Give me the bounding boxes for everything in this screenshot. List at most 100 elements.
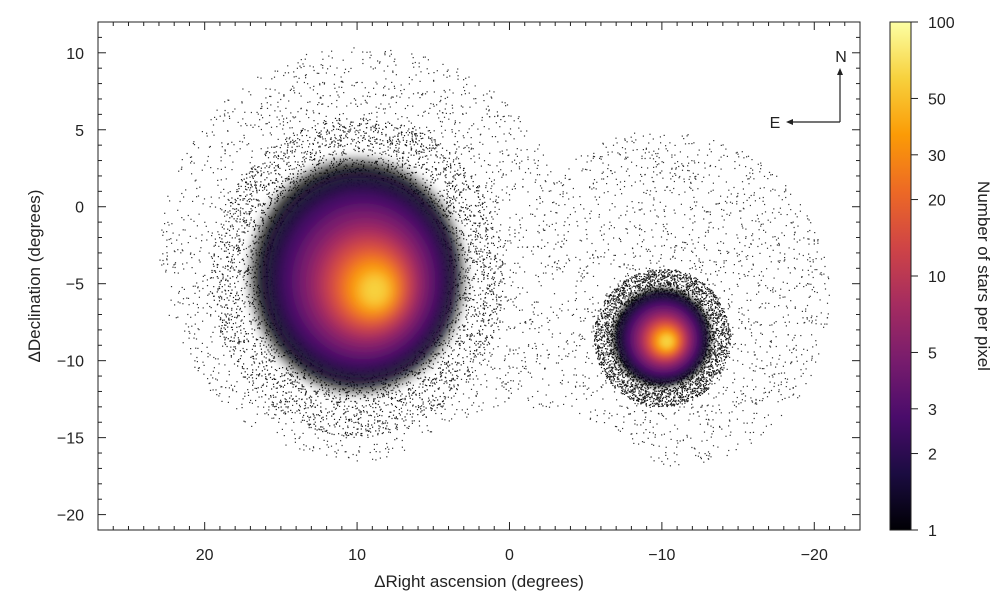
star-point xyxy=(819,299,821,301)
star-point xyxy=(220,386,222,388)
star-point xyxy=(606,332,608,334)
star-point xyxy=(692,172,694,174)
star-point xyxy=(563,403,565,405)
star-point xyxy=(785,196,787,199)
star-point xyxy=(386,446,389,448)
star-point xyxy=(467,381,470,383)
star-point xyxy=(286,122,289,124)
star-point xyxy=(394,439,396,441)
star-point xyxy=(658,457,660,459)
star-point xyxy=(260,114,262,116)
star-point xyxy=(460,153,463,155)
star-point xyxy=(384,108,386,110)
star-point xyxy=(283,435,285,437)
star-point xyxy=(806,304,809,307)
star-point xyxy=(452,161,454,163)
star-point xyxy=(250,94,252,96)
star-point xyxy=(474,370,476,372)
star-point xyxy=(470,148,472,150)
star-point xyxy=(569,178,571,180)
star-point xyxy=(297,111,299,113)
star-point xyxy=(641,166,643,168)
star-point xyxy=(457,238,459,240)
star-point xyxy=(573,207,575,209)
star-point xyxy=(244,392,246,394)
star-point xyxy=(558,346,560,348)
star-point xyxy=(752,370,754,372)
star-point xyxy=(256,111,258,113)
star-point xyxy=(370,66,372,68)
star-point xyxy=(246,194,248,196)
star-point xyxy=(493,331,495,333)
star-point xyxy=(611,203,613,205)
star-point xyxy=(496,213,498,215)
star-point xyxy=(468,147,470,149)
star-point xyxy=(289,136,291,139)
star-point xyxy=(257,406,259,408)
star-point xyxy=(728,350,730,353)
star-point xyxy=(470,339,472,341)
star-point xyxy=(426,425,428,427)
star-point xyxy=(269,88,271,90)
star-point xyxy=(503,386,505,388)
star-point xyxy=(605,380,607,382)
star-point xyxy=(458,401,460,403)
star-point xyxy=(770,174,772,176)
star-point xyxy=(698,237,700,239)
star-point xyxy=(278,119,280,121)
star-point xyxy=(237,190,239,192)
star-point xyxy=(657,152,659,155)
star-point xyxy=(355,99,357,101)
star-point xyxy=(551,266,553,268)
star-point xyxy=(412,93,415,95)
star-point xyxy=(539,185,542,187)
star-point xyxy=(555,362,558,364)
star-point xyxy=(820,258,823,260)
star-point xyxy=(430,367,432,369)
star-point xyxy=(590,160,592,162)
star-point xyxy=(746,292,748,294)
star-point xyxy=(460,243,462,245)
star-point xyxy=(374,140,376,142)
star-point xyxy=(598,216,600,218)
star-point xyxy=(578,335,580,337)
star-point xyxy=(530,213,532,215)
star-point xyxy=(695,393,697,395)
star-point xyxy=(766,287,769,289)
star-point xyxy=(269,114,271,117)
star-point xyxy=(469,188,471,190)
star-point xyxy=(671,156,673,158)
star-point xyxy=(276,116,278,118)
star-point xyxy=(690,182,692,184)
star-point xyxy=(167,195,169,197)
star-point xyxy=(698,260,700,262)
star-point xyxy=(269,165,271,167)
star-point xyxy=(811,355,813,357)
star-point xyxy=(291,127,293,129)
star-point xyxy=(638,387,640,389)
star-point xyxy=(359,446,361,448)
star-point xyxy=(658,148,660,150)
star-point xyxy=(639,289,641,291)
star-point xyxy=(746,299,748,301)
star-point xyxy=(204,274,206,276)
star-point xyxy=(663,463,665,465)
star-point xyxy=(234,212,236,214)
star-point xyxy=(760,271,763,273)
star-point xyxy=(395,101,397,104)
star-point xyxy=(291,429,293,431)
star-point xyxy=(620,214,622,217)
star-point xyxy=(216,379,218,381)
star-point xyxy=(824,265,826,268)
star-point xyxy=(227,99,229,101)
star-point xyxy=(331,103,333,105)
star-point xyxy=(674,144,676,146)
star-point xyxy=(505,105,507,107)
star-point xyxy=(250,320,252,323)
star-point xyxy=(499,368,501,370)
star-point xyxy=(574,299,576,302)
star-point xyxy=(343,92,345,94)
star-point xyxy=(726,368,728,370)
star-point xyxy=(372,68,374,70)
star-point xyxy=(580,280,582,282)
